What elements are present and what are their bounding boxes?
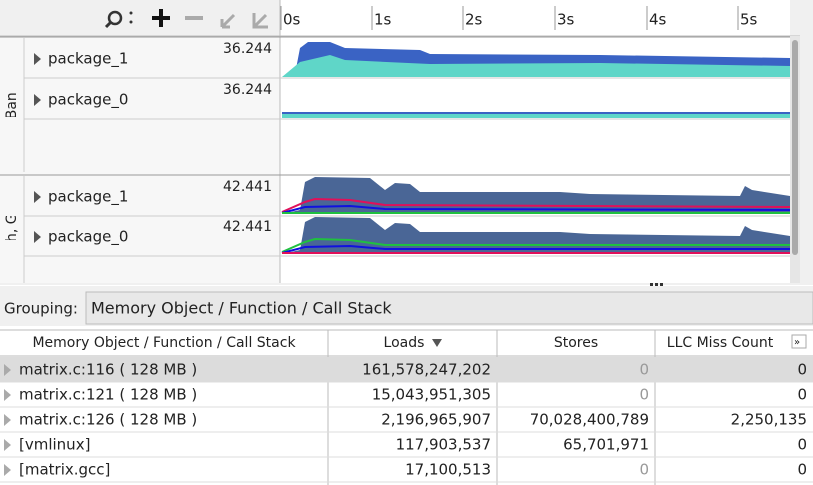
table-header xyxy=(0,330,813,356)
group-label: dwidth, GB/sec xyxy=(4,175,20,280)
label-area xyxy=(0,36,280,283)
metric-value: 117,903,537 xyxy=(396,436,491,454)
graph-bw-package-1 xyxy=(281,177,791,214)
column-header[interactable]: Memory Object / Function / Call Stack xyxy=(32,335,296,351)
row-name: package_1 xyxy=(48,50,128,69)
time-ruler xyxy=(280,0,790,36)
time-tick-label: 4s xyxy=(649,11,667,29)
column-header[interactable]: LLC Miss Count xyxy=(667,335,774,351)
group-label: DRAM Bandwidth xyxy=(4,45,20,166)
metric-value: 0 xyxy=(797,386,807,404)
row-name: package_1 xyxy=(48,188,128,207)
row-name: package_0 xyxy=(48,228,128,247)
row-expand-arrow[interactable] xyxy=(4,389,11,401)
time-tick-label: 2s xyxy=(465,11,483,29)
time-tick-label: 5s xyxy=(740,11,758,29)
metric-value: 70,028,400,789 xyxy=(530,411,649,429)
splitter-grip[interactable] xyxy=(650,283,663,286)
row-expand-arrow[interactable] xyxy=(4,364,11,376)
metric-value: 0 xyxy=(797,361,807,379)
memory-object: matrix.c:126 ( 128 MB ) xyxy=(19,411,197,429)
metric-value: 161,578,247,202 xyxy=(362,361,491,379)
memory-object: [vmlinux] xyxy=(19,436,90,454)
expand-arrow[interactable] xyxy=(34,53,41,65)
row-max: 36.244 xyxy=(223,82,272,98)
metric-value: 0 xyxy=(639,361,649,379)
scrollbar-thumb[interactable] xyxy=(792,40,798,255)
row-expand-arrow[interactable] xyxy=(4,464,11,476)
expand-columns-button[interactable] xyxy=(791,334,807,349)
sort-indicator[interactable] xyxy=(432,339,442,347)
metric-value: 0 xyxy=(797,461,807,479)
row-expand-arrow[interactable] xyxy=(4,439,11,451)
metric-value: 2,250,135 xyxy=(731,411,807,429)
undo-icon[interactable] xyxy=(220,13,236,29)
graph-dram-package-0 xyxy=(282,112,790,118)
column-header[interactable]: Stores xyxy=(554,335,598,351)
row-max: 42.441 xyxy=(223,219,272,235)
memory-object: [matrix.gcc] xyxy=(19,461,110,479)
zoom-in-icon[interactable] xyxy=(152,9,170,27)
time-tick-label: 0s xyxy=(283,11,301,29)
expand-arrow[interactable] xyxy=(34,191,41,203)
zoom-out-icon[interactable] xyxy=(185,16,203,20)
row-max: 36.244 xyxy=(223,41,272,57)
metric-value: 15,043,951,305 xyxy=(372,386,491,404)
row-expand-arrow[interactable] xyxy=(4,414,11,426)
metric-value: 0 xyxy=(639,461,649,479)
time-tick-label: 1s xyxy=(374,11,392,29)
column-header[interactable]: Loads xyxy=(384,335,425,351)
metric-value: 65,701,971 xyxy=(563,436,649,454)
graph-dram-package-1 xyxy=(282,42,790,77)
reset-icon[interactable] xyxy=(252,13,268,29)
expand-arrow[interactable] xyxy=(34,231,41,243)
metric-value: 0 xyxy=(797,436,807,454)
metric-value: 2,196,965,907 xyxy=(381,411,491,429)
time-tick-label: 3s xyxy=(557,11,575,29)
selected-row xyxy=(0,357,813,382)
expand-arrow[interactable] xyxy=(34,94,41,106)
grouping-value[interactable]: Memory Object / Function / Call Stack xyxy=(91,299,392,318)
memory-object: matrix.c:121 ( 128 MB ) xyxy=(19,386,197,404)
expand-columns-icon[interactable]: » xyxy=(794,337,800,348)
graph-bw-package-0 xyxy=(281,217,790,254)
metric-value: 17,100,513 xyxy=(405,461,491,479)
memory-object: matrix.c:116 ( 128 MB ) xyxy=(19,361,197,379)
zoom-icon[interactable] xyxy=(104,10,133,29)
metric-value: 0 xyxy=(639,386,649,404)
row-max: 42.441 xyxy=(223,179,272,195)
grouping-label: Grouping: xyxy=(4,300,78,318)
grouping-select[interactable] xyxy=(85,291,813,325)
row-name: package_0 xyxy=(48,91,128,110)
